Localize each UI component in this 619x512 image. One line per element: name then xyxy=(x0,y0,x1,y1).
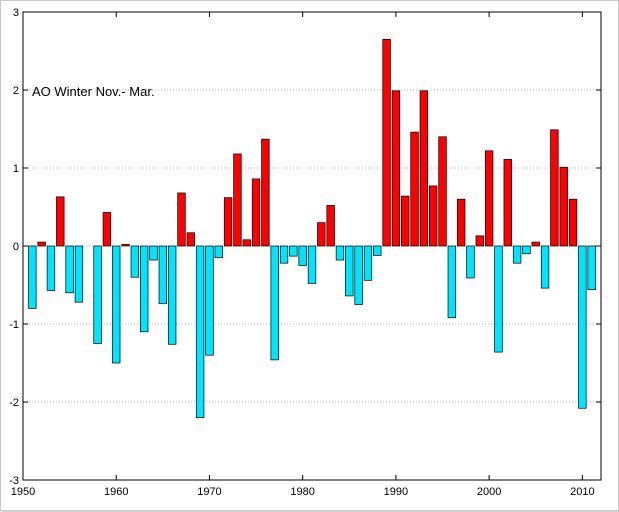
xtick-label-1970: 1970 xyxy=(197,486,221,498)
bar-1965 xyxy=(158,245,168,305)
bar-1981 xyxy=(307,245,317,284)
xtick-label-1980: 1980 xyxy=(290,486,314,498)
bar-1998 xyxy=(466,245,475,279)
xtick-label-2000: 2000 xyxy=(477,486,501,498)
bars xyxy=(28,38,596,418)
bar-1956 xyxy=(74,245,84,303)
bar-1962 xyxy=(130,245,140,278)
bar-1971 xyxy=(214,245,223,259)
bar-1991 xyxy=(401,195,410,247)
ytick-label--2: -2 xyxy=(9,397,19,409)
bar-2006 xyxy=(540,245,550,289)
bar-2005 xyxy=(531,241,540,247)
bar-1964 xyxy=(149,245,158,261)
bar-1976 xyxy=(261,138,270,247)
bar-1974 xyxy=(242,239,251,247)
bar-1984 xyxy=(335,245,345,261)
xtick-label-1950: 1950 xyxy=(11,486,35,498)
bar-1993 xyxy=(419,90,429,247)
bar-2008 xyxy=(559,166,568,247)
bar-1968 xyxy=(186,232,195,247)
bar-1987 xyxy=(363,245,373,281)
bar-1961 xyxy=(121,244,130,247)
bar-1955 xyxy=(65,245,74,294)
xtick-label-1990: 1990 xyxy=(384,486,408,498)
bar-1969 xyxy=(195,245,205,418)
bar-2001 xyxy=(494,245,503,353)
bar-1952 xyxy=(37,241,46,247)
chart-title: AO Winter Nov.- Mar. xyxy=(32,84,155,99)
ytick-label-1: 1 xyxy=(13,163,19,175)
xtick-label-1960: 1960 xyxy=(104,486,128,498)
bar-1975 xyxy=(251,178,261,247)
bar-1990 xyxy=(391,90,401,247)
bar-1960 xyxy=(112,245,121,364)
bar-1963 xyxy=(140,245,149,333)
bar-1983 xyxy=(326,205,335,247)
ytick-label-0: 0 xyxy=(13,241,19,253)
bar-2002 xyxy=(503,159,512,247)
bar-1979 xyxy=(289,245,298,257)
bar-2003 xyxy=(512,245,522,264)
ytick-label--1: -1 xyxy=(9,319,19,331)
bar-1973 xyxy=(233,153,242,247)
bar-1958 xyxy=(93,245,102,344)
bar-2007 xyxy=(550,129,559,247)
bar-1978 xyxy=(279,245,289,264)
bar-1967 xyxy=(177,192,186,247)
bar-2004 xyxy=(522,245,531,255)
ytick-label--3: -3 xyxy=(9,475,19,487)
bar-2011 xyxy=(587,245,596,291)
xtick-label-2010: 2010 xyxy=(570,486,594,498)
bar-1985 xyxy=(345,245,354,297)
bar-2009 xyxy=(568,198,578,247)
bar-1980 xyxy=(298,245,307,266)
bar-1966 xyxy=(167,245,177,345)
bar-1999 xyxy=(475,235,484,247)
bar-2000 xyxy=(484,150,494,247)
ytick-label-2: 2 xyxy=(13,85,19,97)
axis-ticks: -3 -2 -1 0 1 2 3 1950 1960 1970 1980 1990 2000 2010 xyxy=(9,7,601,498)
ytick-label-3: 3 xyxy=(13,7,19,19)
bar-1989 xyxy=(382,38,391,247)
bar-1986 xyxy=(354,245,363,305)
bar-1994 xyxy=(429,185,438,247)
bar-1953 xyxy=(46,245,56,291)
bar-1995 xyxy=(438,136,447,247)
bar-1982 xyxy=(317,222,326,247)
bar-1988 xyxy=(373,245,382,256)
bar-1996 xyxy=(447,245,457,319)
bar-1992 xyxy=(410,131,419,247)
bar-1951 xyxy=(28,245,37,309)
bar-1997 xyxy=(456,198,466,247)
bar-1977 xyxy=(270,245,279,361)
bar-1954 xyxy=(56,196,65,247)
bar-1972 xyxy=(223,197,233,247)
bar-2010 xyxy=(578,245,587,409)
bar-1970 xyxy=(205,245,214,356)
bar-1959 xyxy=(102,212,112,247)
